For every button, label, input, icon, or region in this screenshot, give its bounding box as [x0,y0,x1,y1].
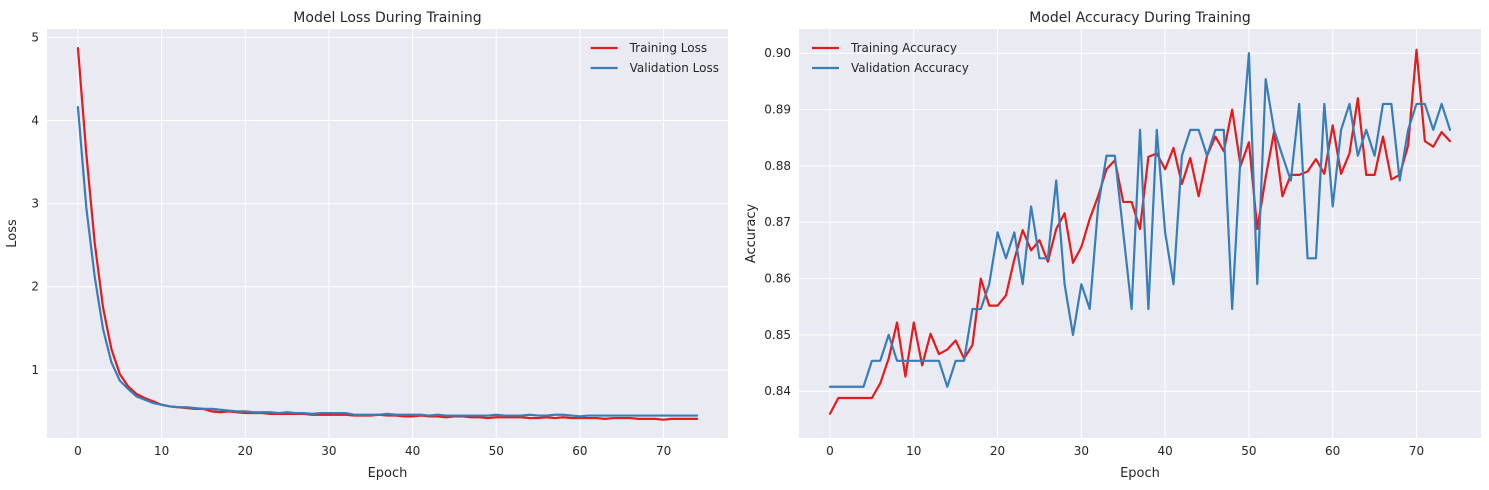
y-tick-label: 3 [31,197,39,211]
loss-grid [47,29,728,438]
loss-x-axis-label: Epoch [368,466,408,481]
loss-plot-area [47,29,728,438]
y-tick-label: 2 [31,280,39,294]
accuracy-grid [799,29,1481,438]
validation-series-line [828,52,1452,388]
y-tick-label: 0.89 [764,103,791,117]
x-tick-label: 30 [321,444,336,458]
loss-legend: Training Loss Validation Loss [590,41,719,75]
y-tick-label: 0.90 [764,46,791,60]
y-tick-label: 0.84 [764,384,791,398]
x-tick-label: 10 [154,444,169,458]
y-tick-label: 0.86 [764,272,791,286]
accuracy-x-axis-label: Epoch [1120,466,1160,481]
legend-label-training-accuracy: Training Accuracy [850,41,957,55]
loss-chart: 0 10 20 30 40 50 60 70 1 2 3 4 5 Model Loss During T… [5,10,728,481]
y-tick-label: 1 [31,363,39,377]
x-tick-label: 50 [489,444,504,458]
loss-chart-title: Model Loss During Training [293,10,481,26]
x-tick-label: 70 [656,444,671,458]
accuracy-chart: 0 10 20 30 40 50 60 70 0.84 0.85 0.86 0.87 0.88 0.89 0… [744,10,1481,481]
accuracy-tick-labels: 0 10 20 30 40 50 60 70 0.84 0.85 0.86 0.87 0.88 0.89 0… [764,46,1424,458]
y-tick-label: 0.87 [764,215,791,229]
legend-label-validation-accuracy: Validation Accuracy [851,61,969,75]
y-tick-label: 5 [31,30,39,44]
accuracy-chart-title: Model Accuracy During Training [1029,10,1251,26]
y-tick-label: 0.88 [764,159,791,173]
x-tick-label: 60 [1325,444,1340,458]
x-tick-label: 10 [906,444,921,458]
y-tick-label: 4 [31,113,39,127]
x-tick-label: 40 [405,444,420,458]
x-tick-label: 60 [572,444,587,458]
x-tick-label: 50 [1241,444,1256,458]
x-tick-label: 70 [1409,444,1424,458]
loss-tick-labels: 0 10 20 30 40 50 60 70 1 2 3 4 5 [31,30,671,458]
training-series-line [828,48,1452,415]
loss-series [76,47,699,421]
x-tick-label: 0 [74,444,82,458]
legend-label-training-loss: Training Loss [629,41,707,55]
x-tick-label: 20 [238,444,253,458]
accuracy-series [828,48,1452,415]
x-tick-label: 30 [1074,444,1089,458]
legend-label-validation-loss: Validation Loss [630,61,719,75]
x-tick-label: 0 [826,444,834,458]
x-tick-label: 20 [990,444,1005,458]
validation-series-line [76,106,699,418]
accuracy-y-axis-label: Accuracy [744,204,759,264]
accuracy-legend: Training Accuracy Validation Accuracy [812,41,969,75]
accuracy-plot-area [799,29,1481,438]
loss-y-axis-label: Loss [5,219,20,248]
x-tick-label: 40 [1157,444,1172,458]
y-tick-label: 0.85 [764,328,791,342]
